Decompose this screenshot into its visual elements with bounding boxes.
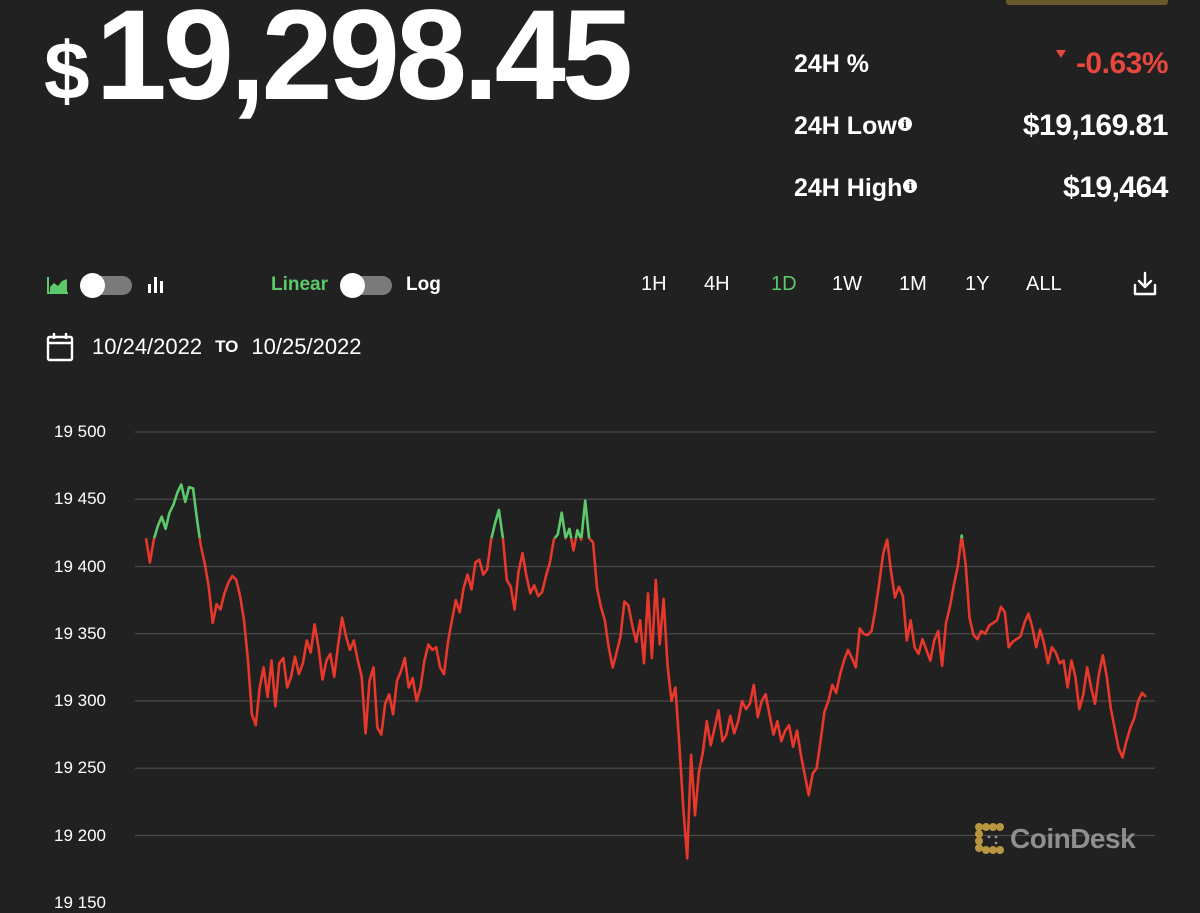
stat-label-text: 24H Low — [794, 111, 897, 140]
date-to-label: TO — [215, 337, 239, 356]
range-tab-1y[interactable]: 1Y — [965, 273, 990, 295]
stat-value: -0.63% — [1055, 47, 1169, 81]
y-tick-label: 19 500 — [54, 422, 106, 441]
change-percent: -0.63% — [1075, 47, 1169, 80]
y-tick-label: 19 250 — [54, 758, 106, 778]
currency-symbol: $ — [44, 26, 90, 117]
date-range: 10/24/2022 TO 10/25/2022 — [46, 332, 362, 362]
y-tick-label: 19 300 — [54, 691, 106, 710]
range-tab-1w[interactable]: 1W — [832, 273, 862, 295]
toggle-knob — [340, 272, 366, 298]
coindesk-logo-icon — [975, 823, 1004, 854]
y-tick-label: 19 200 — [54, 825, 106, 845]
price-value: 19,298.45 — [95, 0, 633, 127]
range-tab-1m[interactable]: 1M — [899, 273, 927, 295]
current-price: $ 19,298.45 — [44, 0, 633, 127]
area-chart-icon[interactable] — [46, 275, 70, 295]
download-icon[interactable] — [1131, 270, 1159, 298]
chart-controls: Linear Log 1H 4H 1D 1W 1M 1Y ALL — [46, 268, 1170, 302]
range-tab-1h[interactable]: 1H — [641, 273, 667, 295]
stat-24h-high: 24H High i $19,464 — [794, 168, 1168, 208]
calendar-icon[interactable] — [46, 332, 74, 362]
range-tab-1d[interactable]: 1D — [771, 273, 797, 295]
scale-toggle[interactable] — [340, 272, 393, 298]
info-icon[interactable]: i — [897, 117, 912, 131]
stat-label-text: 24H High — [794, 173, 903, 202]
stat-label: 24H Low i — [794, 112, 912, 141]
log-label[interactable]: Log — [406, 274, 441, 295]
chart-plot — [135, 431, 1155, 860]
date-from-input[interactable]: 10/24/2022 — [92, 334, 203, 359]
stat-label: 24H High i — [794, 173, 918, 203]
y-tick-label: 19 400 — [54, 556, 106, 576]
down-arrow-icon — [1055, 50, 1066, 58]
date-to-input[interactable]: 10/25/2022 — [251, 334, 362, 359]
top-accent-bar — [1006, 0, 1168, 5]
y-tick-label: 19 350 — [54, 623, 106, 643]
stats-panel: 24H % -0.63% 24H Low i $19,169.81 24H Hig… — [794, 44, 1169, 230]
toggle-knob — [80, 272, 105, 298]
coindesk-watermark: CoinDesk — [974, 822, 1136, 856]
chart-type-toggle[interactable] — [80, 272, 132, 298]
stat-label: 24H % — [794, 49, 870, 78]
scale-switch: Linear Log — [271, 268, 441, 302]
price-line-down — [144, 538, 1147, 860]
watermark-text: CoinDesk — [1010, 823, 1136, 854]
chart-type-switch — [46, 268, 166, 302]
price-line-up — [146, 483, 964, 539]
price-chart[interactable]: 19 500 19 450 19 400 19 350 19 300 19 250 19 2… — [0, 400, 1200, 912]
range-tab-4h[interactable]: 4H — [704, 273, 730, 295]
info-icon[interactable]: i — [903, 179, 918, 193]
bar-chart-icon[interactable] — [146, 275, 166, 295]
stat-24h-change: 24H % -0.63% — [794, 44, 1169, 84]
y-tick-label: 19 450 — [54, 489, 106, 509]
stat-value: $19,169.81 — [1022, 109, 1169, 142]
range-tab-all[interactable]: ALL — [1026, 273, 1062, 295]
stat-value: $19,464 — [1063, 171, 1168, 204]
stat-24h-low: 24H Low i $19,169.81 — [794, 106, 1169, 146]
linear-label[interactable]: Linear — [271, 274, 329, 295]
